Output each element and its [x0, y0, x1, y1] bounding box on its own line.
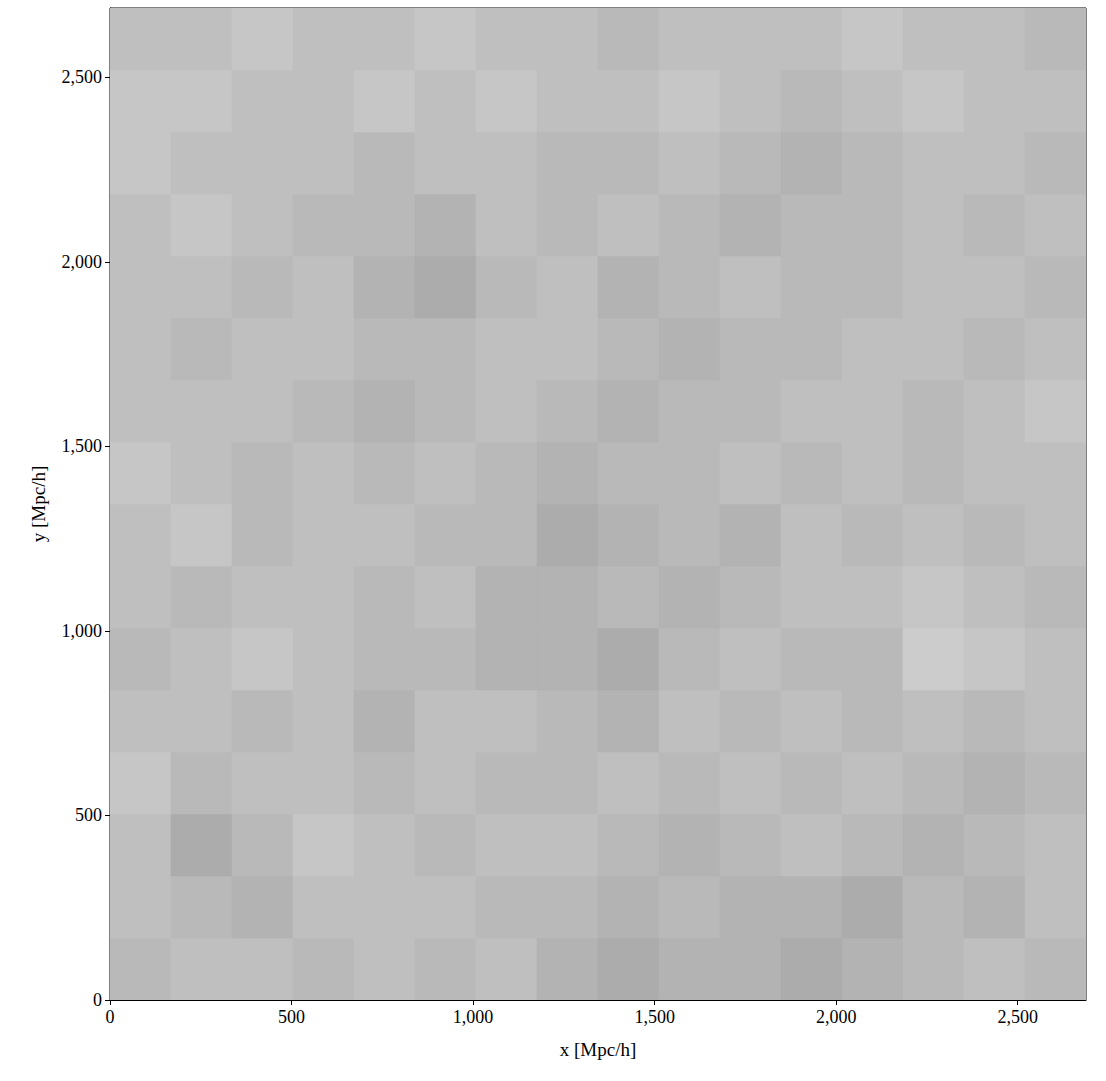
- svg-text:y [Mpc/h]: y [Mpc/h]: [28, 466, 49, 543]
- svg-text:1,500: 1,500: [634, 1007, 675, 1027]
- svg-text:500: 500: [75, 805, 102, 825]
- svg-text:2,000: 2,000: [816, 1007, 857, 1027]
- svg-text:0: 0: [93, 990, 102, 1010]
- svg-text:1,000: 1,000: [62, 621, 103, 641]
- svg-text:1,500: 1,500: [62, 436, 103, 456]
- svg-text:1,000: 1,000: [453, 1007, 494, 1027]
- svg-text:0: 0: [106, 1007, 115, 1027]
- svg-text:2,500: 2,500: [62, 67, 103, 87]
- svg-text:2,000: 2,000: [62, 252, 103, 272]
- svg-text:x [Mpc/h]: x [Mpc/h]: [560, 1039, 637, 1060]
- svg-text:2,500: 2,500: [997, 1007, 1037, 1027]
- svg-text:500: 500: [278, 1007, 305, 1027]
